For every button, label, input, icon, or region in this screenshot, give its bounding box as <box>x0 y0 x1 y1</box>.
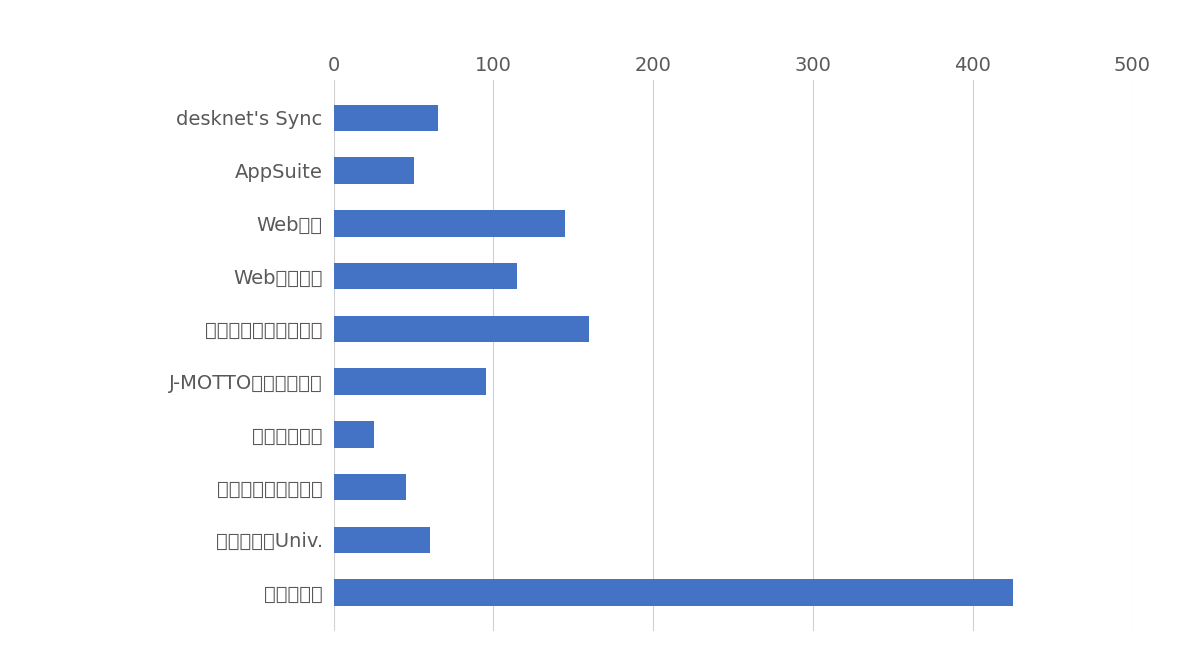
Bar <box>334 527 429 553</box>
Bar <box>334 210 565 236</box>
Bar <box>334 369 485 395</box>
Bar <box>334 474 405 500</box>
Bar <box>334 421 374 448</box>
Bar <box>334 157 414 184</box>
Bar <box>334 580 1013 606</box>
Bar <box>334 315 589 342</box>
Bar <box>334 105 437 131</box>
Bar <box>334 263 517 290</box>
